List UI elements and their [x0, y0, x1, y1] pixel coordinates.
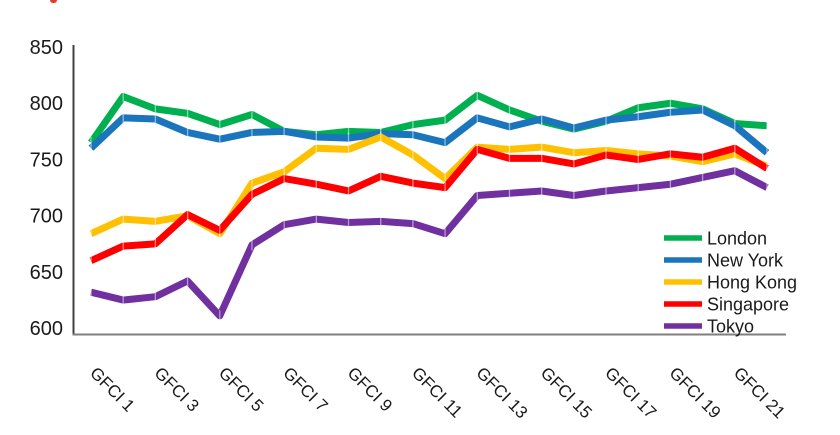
y-axis-label: 850: [30, 37, 63, 59]
y-axis-label: 700: [30, 206, 63, 228]
series-line-new-york: [88, 106, 770, 156]
y-axis-label: 650: [30, 262, 63, 284]
y-axis-label: 800: [30, 93, 63, 115]
legend-label-tokyo: Tokyo: [707, 317, 754, 337]
legend-label-hong-kong: Hong Kong: [707, 273, 797, 293]
x-axis-label: GFCI 13: [472, 363, 531, 422]
legend-label-new-york: New York: [707, 251, 784, 271]
x-axis-label: GFCI 9: [344, 363, 396, 415]
y-axis-label: 750: [30, 149, 63, 171]
x-axis-label: GFCI 15: [537, 363, 596, 422]
series-line-london: [88, 91, 768, 145]
series-line-singapore: [89, 144, 769, 264]
x-axis-label: GFCI 21: [730, 363, 789, 422]
x-axis-label: GFCI 3: [151, 363, 203, 415]
x-axis-label: GFCI 11: [408, 363, 466, 421]
y-axis-label: 600: [30, 318, 63, 340]
cropped-red-mark: [50, 0, 57, 3]
legend-label-singapore: Singapore: [707, 295, 789, 315]
x-axis-label: GFCI 17: [601, 363, 660, 422]
x-axis-label: GFCI 7: [279, 363, 331, 415]
x-axis-label: GFCI 1: [86, 363, 138, 415]
x-axis-label: GFCI 5: [215, 363, 267, 415]
x-axis-label: GFCI 19: [666, 363, 725, 422]
legend-label-london: London: [707, 229, 767, 249]
series-line-tokyo: [90, 167, 769, 320]
